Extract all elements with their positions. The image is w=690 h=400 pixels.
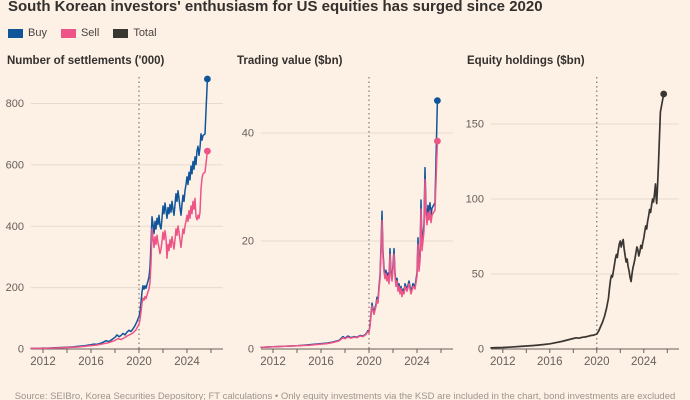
page-title: South Korean investors' enthusiasm for U… xyxy=(8,0,543,15)
y-tick-label: 800 xyxy=(6,98,24,110)
x-tick-label: 2016 xyxy=(308,356,334,368)
y-tick-label: 20 xyxy=(242,236,254,248)
y-tick-label: 0 xyxy=(248,344,254,356)
chart-svg-trading-value: 0 20 40 2012 2016 2020 2024 xyxy=(242,77,453,368)
series-end-dot-total xyxy=(660,90,668,98)
x-tick-label: 2024 xyxy=(404,356,430,368)
series-end-dot-sell xyxy=(434,137,441,145)
x-tick-label: 2012 xyxy=(490,356,516,368)
legend-label-sell: Sell xyxy=(80,27,100,39)
legend-label-total: Total xyxy=(133,27,157,39)
panel-title-trading-value: Trading value ($bn) xyxy=(237,55,343,67)
legend-swatch-buy xyxy=(8,28,23,38)
y-tick-label: 200 xyxy=(6,282,24,294)
x-tick-label: 2024 xyxy=(631,356,657,368)
x-tick-label: 2024 xyxy=(174,356,200,368)
series-end-dot-buy xyxy=(434,97,441,104)
series-line-sell xyxy=(30,150,209,350)
x-tick-label: 2020 xyxy=(356,356,382,368)
chart-legend: Buy Sell Total xyxy=(0,27,690,39)
chart-panel-settlements: Number of settlements ('000) 0 200 400 600 8… xyxy=(6,54,229,373)
series-end-dot-sell xyxy=(204,147,211,155)
y-tick-label: 600 xyxy=(6,159,24,171)
y-tick-label: 0 xyxy=(18,344,24,356)
series-end-dot-buy xyxy=(204,75,211,83)
y-tick-label: 150 xyxy=(466,119,484,131)
x-tick-label: 2012 xyxy=(30,356,56,368)
series-line-buy xyxy=(260,99,439,349)
chart-panel-trading-value: Trading value ($bn) 0 20 40 2012 2016 2020 202… xyxy=(237,54,459,373)
chart-panels-row: Number of settlements ('000) 0 200 400 600 8… xyxy=(0,54,690,373)
legend-item-sell: Sell xyxy=(60,27,100,39)
series-line-total xyxy=(490,93,665,349)
y-tick-label: 0 xyxy=(478,344,484,356)
x-tick-label: 2012 xyxy=(260,356,286,368)
x-tick-label: 2016 xyxy=(78,356,104,368)
panel-title-settlements: Number of settlements ('000) xyxy=(7,55,165,67)
legend-item-buy: Buy xyxy=(8,27,47,39)
series-line-sell xyxy=(260,140,439,349)
legend-swatch-sell xyxy=(60,28,76,38)
series-line-buy xyxy=(30,78,209,350)
legend-label-buy: Buy xyxy=(28,27,47,39)
chart-svg-equity-holdings: 0 50 100 150 2012 2016 2020 2024 xyxy=(466,77,679,368)
x-tick-label: 2020 xyxy=(584,356,610,368)
y-tick-label: 40 xyxy=(242,128,254,140)
chart-panel-equity-holdings: Equity holdings ($bn) 0 50 100 150 2012 2016 2… xyxy=(466,54,685,373)
legend-swatch-total xyxy=(113,28,129,38)
chart-svg-settlements: 0 200 400 600 800 2012 2016 2020 2024 xyxy=(6,75,223,368)
y-tick-label: 100 xyxy=(466,194,484,206)
x-tick-label: 2020 xyxy=(126,356,152,368)
panel-title-equity-holdings: Equity holdings ($bn) xyxy=(467,55,585,67)
legend-item-total: Total xyxy=(113,27,157,39)
source-note: Source: SEIBro, Korea Securities Deposit… xyxy=(14,391,676,400)
x-tick-label: 2016 xyxy=(537,356,563,368)
y-tick-label: 400 xyxy=(6,221,24,233)
y-tick-label: 50 xyxy=(472,269,484,281)
